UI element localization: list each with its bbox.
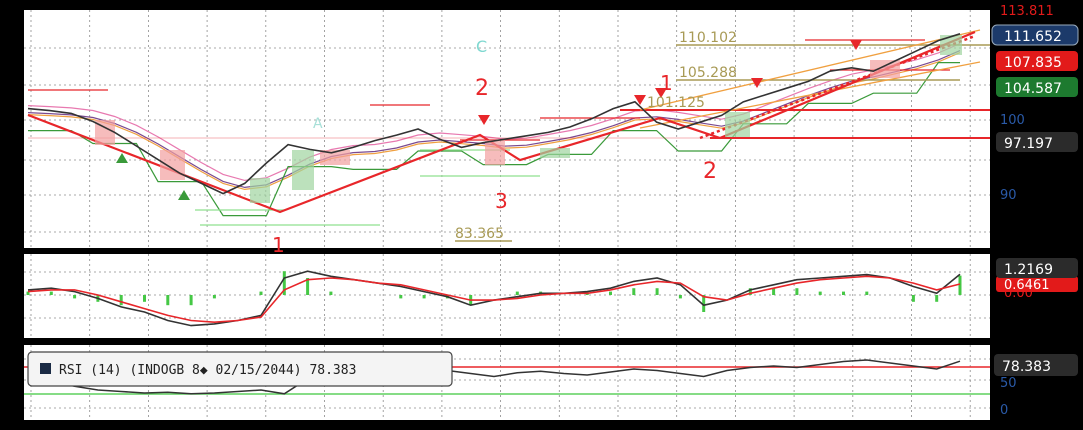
buy-signal-triangle [116,153,128,163]
rsi-line [27,359,961,395]
candle-shade [940,35,962,55]
macd-badge-signal-text: 0.6461 [1004,278,1050,293]
channel-upper [639,29,981,111]
channel-lower [639,61,981,129]
price-panel: 100 90 113.811 111.652 107.835 104.587 9… [24,4,1079,257]
rsi-badge-text: 78.383 [1002,359,1051,375]
price-badge-green [996,77,1078,97]
price-axis-tick-100: 100 [1000,113,1025,128]
price-badge-dark-text: 97.197 [1004,136,1053,152]
rsi-axis-tick-0: 0 [1000,403,1008,418]
rsi-legend-text: RSI (14) (INDOGB 8◆ 02/15/2044) 78.383 [59,363,356,378]
macd-badge-value [996,258,1078,278]
candle-shade [725,112,750,137]
rsi-panel: 50 0 78.383 RSI (14) (INDOGB 8◆ 02/15/20… [24,345,1078,420]
macd-signal-line [27,275,961,324]
candle-shade [485,140,505,165]
macd-grid [24,254,990,338]
price-axis-tick-90: 90 [1000,188,1017,203]
wave-label-1-low: 1 [272,233,285,257]
price-badge-dark [996,132,1078,152]
sell-signal-triangle [751,78,763,88]
level-label-101: 101.125 [647,95,705,111]
candle-shade [870,60,900,78]
buy-signal-triangle [178,190,190,200]
candle-shade [292,150,314,190]
sell-signal-triangle [478,115,490,125]
candle-shade [95,120,115,145]
price-line [27,33,961,195]
rsi-overlays [27,359,961,395]
rsi-legend-box[interactable] [27,351,453,387]
wave-count-line [27,30,976,214]
price-badge-red [996,51,1078,71]
sell-signal-triangle [655,88,667,98]
marker-label-c: C [476,37,487,56]
level-label-105: 105.288 [679,65,737,81]
candle-shade [320,150,350,165]
price-badge-last-text: 111.652 [1004,29,1062,45]
level-label-83: 83.365 [455,226,504,242]
rsi-legend-swatch [40,363,51,374]
wave-label-3: 3 [495,189,508,213]
macd-badge-signal [996,276,1078,292]
macd-badge-value-text: 1.2169 [1004,262,1053,278]
macd-overlays [26,270,962,327]
candle-shade [540,148,570,158]
wave-label-1-high: 1 [660,71,673,95]
macd-panel: 0.00 0.6461 1.2169 [24,254,1078,338]
price-badge-red-text: 107.835 [1004,55,1062,71]
price-plot-area [24,10,990,248]
price-axis-top-cut-label: 113.811 [1000,4,1054,19]
rsi-badge [994,354,1078,376]
sell-signal-triangle [634,95,646,105]
wave-label-2-top: 2 [475,76,489,101]
price-badge-green-text: 104.587 [1004,81,1062,97]
wave-label-2-low: 2 [703,159,717,184]
price-badge-last [991,24,1079,46]
rsi-axis-tick-50: 50 [1000,376,1017,391]
sell-signal-triangle [850,40,862,50]
candle-shade [160,150,185,180]
candle-shade [250,178,270,203]
level-label-110: 110.102 [679,30,737,46]
marker-label-a: A [313,116,323,132]
